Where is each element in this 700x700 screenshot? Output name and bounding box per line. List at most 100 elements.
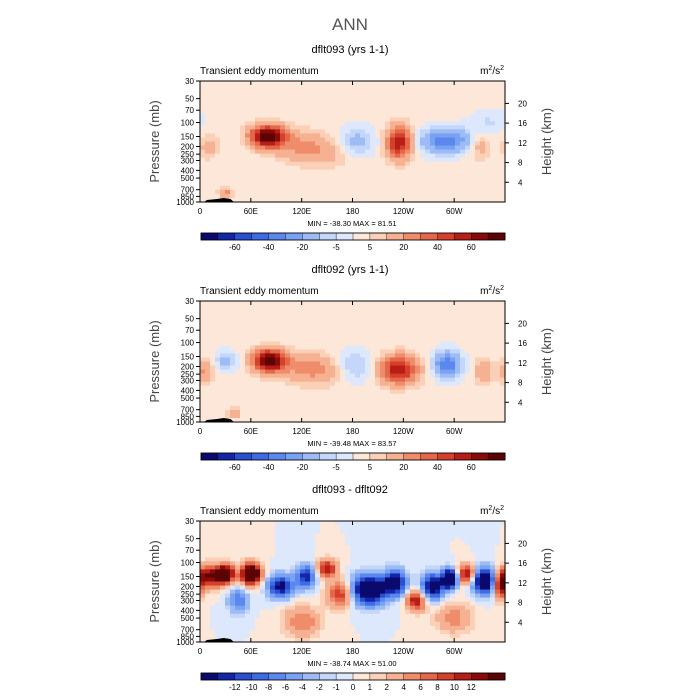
field-cell	[420, 109, 426, 114]
field-cell	[405, 169, 411, 175]
field-cell	[260, 373, 266, 379]
field-cell	[280, 177, 286, 183]
field-cell	[270, 529, 276, 534]
field-cell	[455, 537, 461, 542]
field-cell	[380, 173, 386, 179]
field-cell	[200, 97, 206, 102]
field-cell	[360, 161, 366, 167]
field-cell	[455, 141, 461, 147]
field-cell	[200, 117, 206, 122]
field-cell	[360, 353, 366, 359]
field-cell	[460, 341, 466, 346]
field-cell	[205, 341, 211, 346]
field-cell	[500, 341, 506, 346]
field-cell	[440, 113, 446, 118]
field-cell	[265, 521, 271, 526]
field-cell	[445, 581, 451, 587]
field-cell	[410, 565, 416, 570]
field-cell	[295, 381, 301, 387]
field-cell	[445, 377, 451, 383]
field-cell	[365, 141, 371, 147]
field-cell	[395, 181, 401, 187]
field-cell	[305, 325, 311, 330]
field-cell	[265, 137, 271, 143]
field-cell	[425, 181, 431, 187]
field-cell	[325, 549, 331, 554]
field-cell	[315, 373, 321, 379]
field-cell	[215, 573, 221, 579]
field-cell	[210, 413, 216, 419]
field-cell	[410, 165, 416, 171]
field-cell	[220, 173, 226, 179]
field-cell	[450, 313, 456, 318]
field-cell	[310, 93, 316, 98]
field-cell	[440, 553, 446, 558]
field-cell	[365, 325, 371, 330]
field-cell	[460, 569, 466, 575]
field-cell	[485, 413, 491, 419]
field-cell	[470, 589, 476, 595]
field-cell	[465, 325, 471, 330]
field-cell	[200, 101, 206, 106]
field-cell	[370, 89, 376, 94]
field-cell	[315, 81, 321, 86]
field-cell	[295, 353, 301, 359]
field-cell	[440, 549, 446, 554]
field-cell	[245, 381, 251, 387]
field-cell	[435, 117, 441, 122]
field-cell	[215, 129, 221, 135]
field-cell	[355, 593, 361, 599]
field-cell	[205, 569, 211, 575]
field-cell	[455, 549, 461, 554]
field-cell	[220, 525, 226, 530]
field-cell	[475, 549, 481, 554]
field-cell	[415, 329, 421, 334]
field-cell	[335, 525, 341, 530]
field-cell	[280, 349, 286, 355]
field-cell	[345, 337, 351, 342]
field-cell	[285, 329, 291, 334]
field-cell	[385, 581, 391, 587]
field-cell	[475, 521, 481, 526]
field-cell	[415, 153, 421, 159]
field-cell	[355, 169, 361, 175]
field-cell	[405, 145, 411, 151]
field-cell	[465, 401, 471, 407]
field-cell	[460, 385, 466, 391]
field-cell	[495, 561, 501, 566]
field-cell	[295, 117, 301, 122]
field-cell	[500, 401, 506, 407]
field-cell	[255, 333, 261, 338]
field-cell	[470, 169, 476, 175]
field-cell	[235, 525, 241, 530]
field-cell	[420, 85, 426, 90]
field-cell	[290, 321, 296, 326]
field-cell	[400, 141, 406, 147]
field-cell	[315, 85, 321, 90]
field-cell	[485, 369, 491, 375]
field-cell	[310, 361, 316, 367]
field-cell	[270, 309, 276, 314]
field-cell	[270, 105, 276, 110]
colorbar-label: 5	[368, 463, 373, 472]
field-cell	[305, 321, 311, 326]
field-cell	[400, 557, 406, 562]
field-cell	[275, 129, 281, 135]
field-cell	[290, 121, 296, 126]
field-cell	[230, 341, 236, 346]
field-cell	[325, 185, 331, 191]
field-cell	[380, 541, 386, 546]
field-cell	[410, 397, 416, 403]
field-cell	[215, 165, 221, 171]
field-cell	[490, 197, 496, 203]
field-cell	[360, 545, 366, 550]
field-cell	[280, 109, 286, 114]
field-cell	[355, 121, 361, 126]
field-cell	[240, 177, 246, 183]
field-cell	[455, 345, 461, 350]
field-cell	[420, 345, 426, 350]
field-cell	[490, 161, 496, 167]
field-cell	[320, 593, 326, 599]
field-cell	[305, 81, 311, 86]
field-cell	[375, 353, 381, 359]
